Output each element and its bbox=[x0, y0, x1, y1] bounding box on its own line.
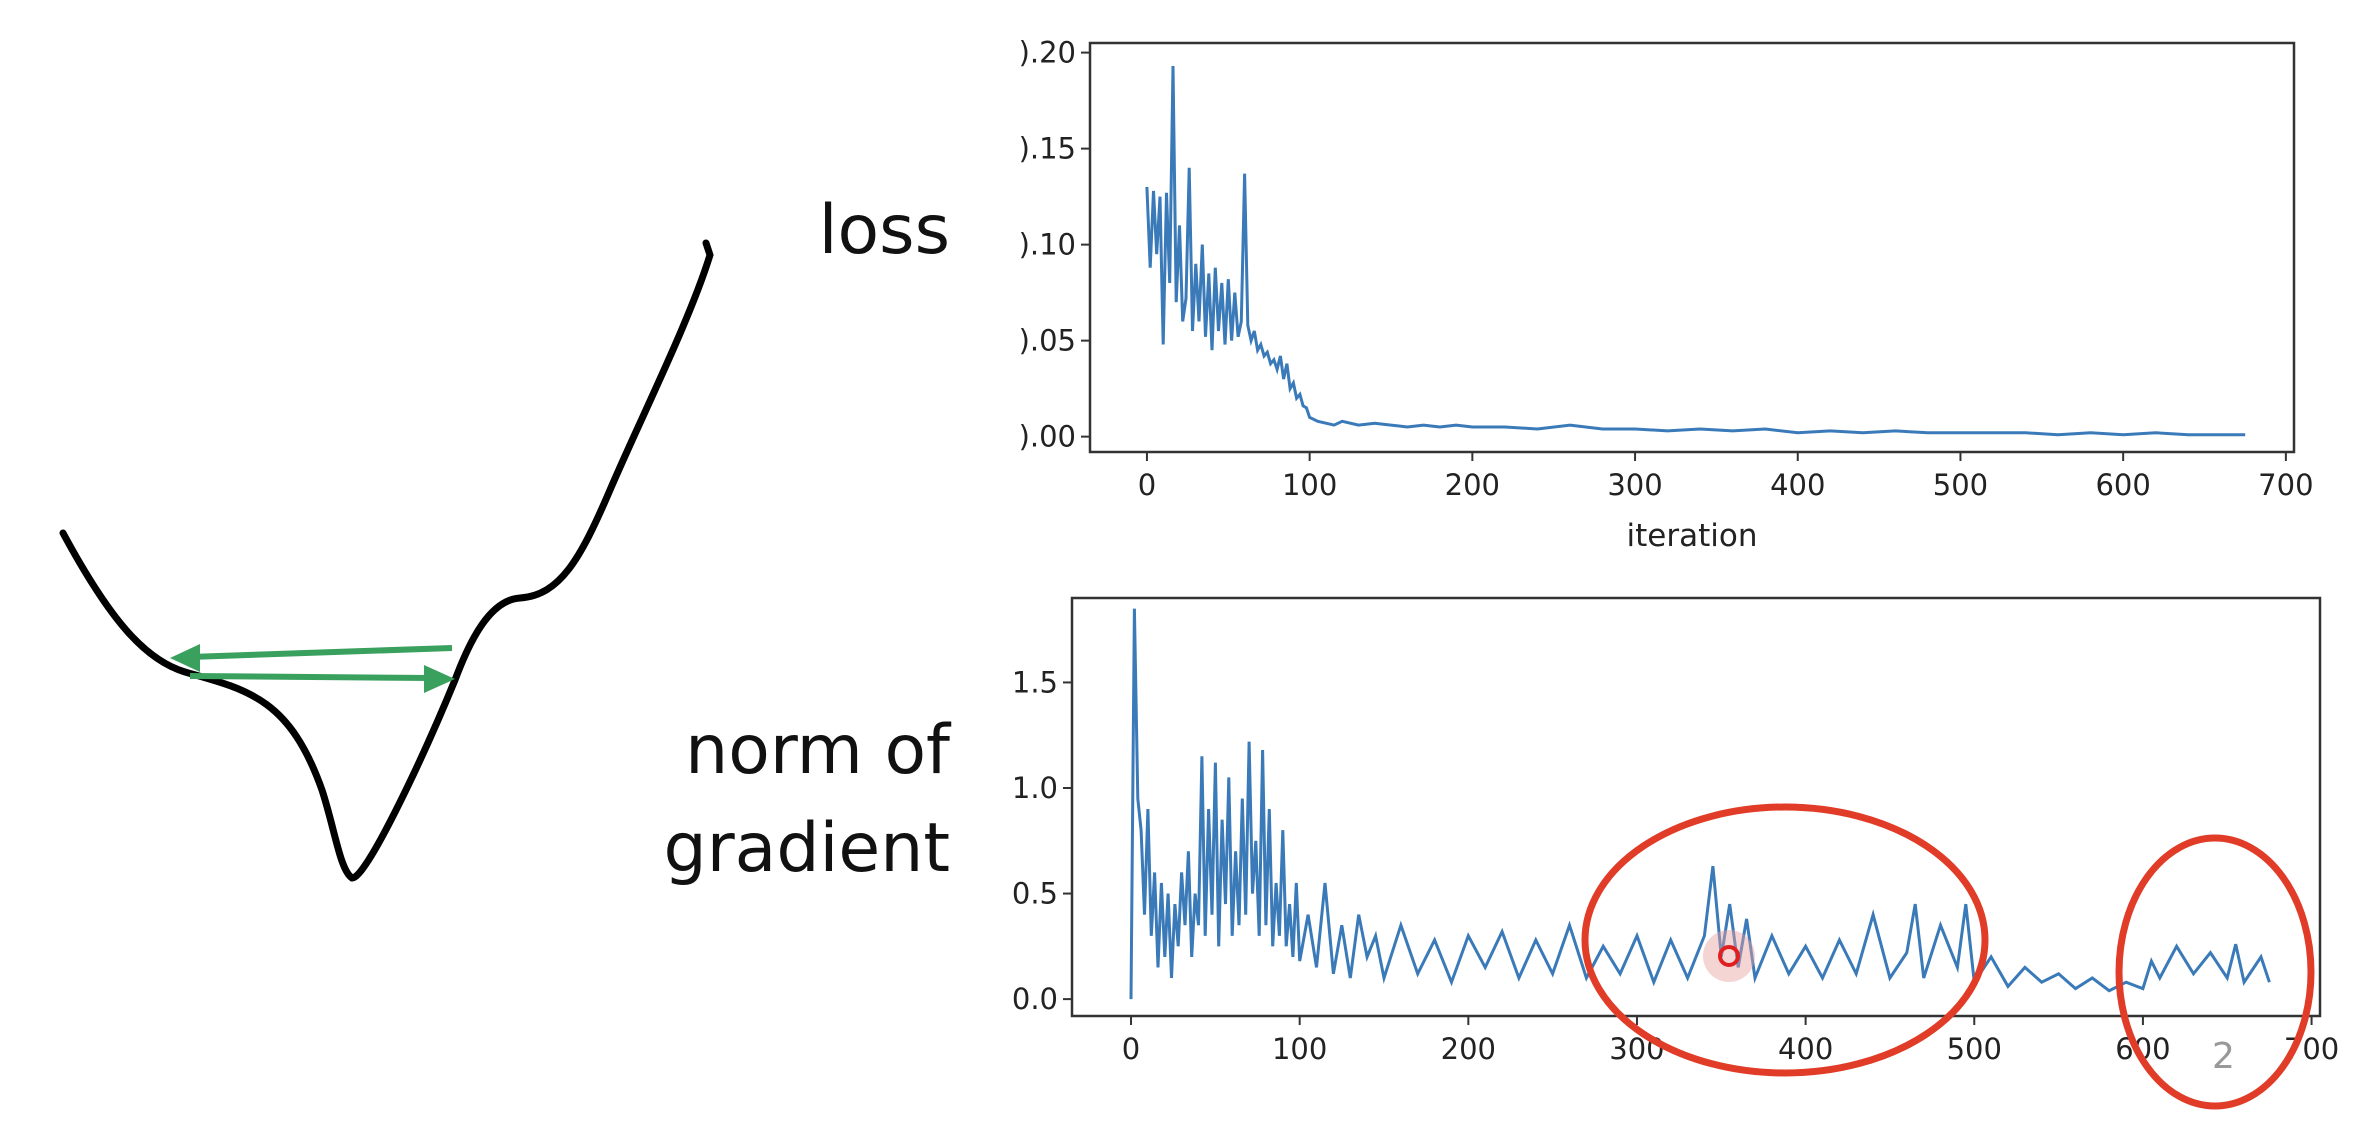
loss-x-tick-label: 300 bbox=[1607, 468, 1662, 502]
loss-x-axis-label: iteration bbox=[1627, 518, 1758, 554]
norm-of-gradient-label: norm of gradient bbox=[560, 702, 950, 898]
right-arrow bbox=[189, 665, 455, 693]
norm-of-gradient-label-line1: norm of bbox=[685, 711, 950, 790]
gradient-x-tick-label: 300 bbox=[1609, 1032, 1664, 1066]
gradient-y-tick-label: 0.5 bbox=[1012, 877, 1058, 911]
loss-x-tick-label: 0 bbox=[1138, 468, 1156, 502]
loss-x-tick-label: 600 bbox=[2095, 468, 2150, 502]
cursor-highlight bbox=[1703, 930, 1755, 982]
gradient-norm-series-line bbox=[1129, 608, 2271, 1000]
gradient-x-tick-label: 500 bbox=[1947, 1032, 2002, 1066]
loss-y-tick-label: ).05 bbox=[1019, 324, 1076, 358]
gradient-x-ticks: 0 100 200 300 400 500 600 700 bbox=[1122, 1016, 2339, 1066]
gradient-x-tick-label: 400 bbox=[1778, 1032, 1833, 1066]
loss-series-line bbox=[1145, 65, 2246, 437]
gradient-x-tick-label: 100 bbox=[1272, 1032, 1327, 1066]
red-circle-iteration-300-500 bbox=[1581, 803, 1989, 1077]
loss-y-tick-label: ).00 bbox=[1019, 420, 1076, 454]
loss-y-tick-label: ).10 bbox=[1019, 228, 1076, 262]
red-circle-iteration-600-700 bbox=[2115, 834, 2315, 1110]
left-arrow bbox=[170, 644, 453, 672]
gradient-y-tick-label: 1.5 bbox=[1012, 665, 1058, 699]
gradient-x-tick-label: 0 bbox=[1122, 1032, 1140, 1066]
gradient-chart-frame bbox=[1070, 596, 2322, 1018]
gradient-y-tick-label: 0.0 bbox=[1012, 982, 1058, 1016]
loss-y-ticks: ).00 ).05 ).10 ).15 ).20 bbox=[1019, 36, 1090, 454]
loss-label: loss bbox=[818, 191, 950, 270]
gradient-x-tick-label: 200 bbox=[1441, 1032, 1496, 1066]
norm-of-gradient-label-line2: gradient bbox=[663, 809, 950, 888]
gradient-y-tick-label: 1.0 bbox=[1012, 771, 1058, 805]
loss-landscape-diagram bbox=[59, 239, 714, 882]
loss-chart: 0 100 200 300 400 500 600 700 ).00 ).05 ).10 ).15)… bbox=[1019, 36, 2314, 554]
loss-y-tick-label: ).20 bbox=[1019, 36, 1076, 70]
loss-x-ticks: 0 100 200 300 400 500 600 700 bbox=[1138, 452, 2314, 502]
loss-x-tick-label: 500 bbox=[1933, 468, 1988, 502]
page-number: 2 bbox=[2212, 1036, 2235, 1077]
loss-x-tick-label: 100 bbox=[1282, 468, 1337, 502]
loss-y-tick-label: ).15 bbox=[1019, 132, 1076, 166]
loss-chart-frame bbox=[1088, 41, 2296, 454]
loss-x-tick-label: 200 bbox=[1445, 468, 1500, 502]
gradient-y-ticks: 0.0 0.5 1.0 1.5 bbox=[1012, 665, 1072, 1016]
loss-x-tick-label: 700 bbox=[2258, 468, 2313, 502]
loss-x-tick-label: 400 bbox=[1770, 468, 1825, 502]
